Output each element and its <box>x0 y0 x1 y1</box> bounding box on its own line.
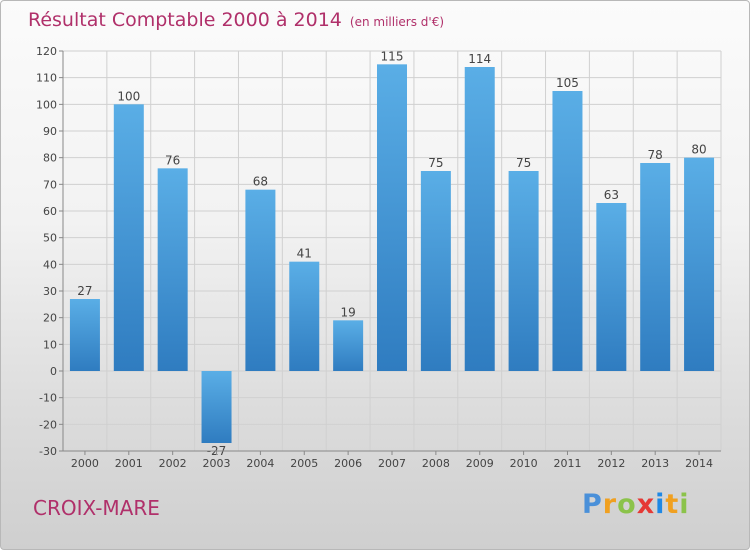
bar <box>684 157 715 371</box>
data-label: 41 <box>297 247 312 261</box>
x-tick-label: 2008 <box>422 457 450 470</box>
logo-letter: t <box>665 489 680 520</box>
data-label: 63 <box>604 188 619 202</box>
data-label: 27 <box>77 284 92 298</box>
y-tick-label: 110 <box>36 72 57 85</box>
y-tick-label: 80 <box>43 152 57 165</box>
y-tick-label: 40 <box>43 258 57 271</box>
chart-title: Résultat Comptable 2000 à 2014 (en millie… <box>28 9 444 31</box>
bar <box>69 299 100 371</box>
y-tick-label: 0 <box>50 365 57 378</box>
bar <box>464 67 495 371</box>
x-tick-label: 2001 <box>115 457 143 470</box>
chart-subtitle: (en milliers d'€) <box>349 15 445 29</box>
bar <box>508 171 539 371</box>
y-tick-label: 100 <box>36 98 57 111</box>
data-label: 75 <box>428 156 443 170</box>
y-tick-label: 30 <box>43 285 57 298</box>
data-label: 75 <box>516 156 531 170</box>
bar <box>201 371 232 443</box>
data-label: 80 <box>691 143 706 157</box>
logo-letter: i <box>679 489 690 520</box>
data-label: 78 <box>648 148 663 162</box>
data-label: 115 <box>381 49 404 63</box>
y-tick-label: 10 <box>43 338 57 351</box>
x-tick-label: 2005 <box>290 457 318 470</box>
x-tick-label: 2010 <box>510 457 538 470</box>
bar <box>157 168 188 371</box>
x-tick-label: 2004 <box>246 457 274 470</box>
y-tick-label: -10 <box>39 392 57 405</box>
y-tick-label: 50 <box>43 232 57 245</box>
data-label: 76 <box>165 153 180 167</box>
data-label: 100 <box>117 89 140 103</box>
data-label: 105 <box>556 76 579 90</box>
y-tick-label: -20 <box>39 418 57 431</box>
bar <box>333 320 364 371</box>
y-tick-label: 20 <box>43 312 57 325</box>
x-tick-label: 2012 <box>597 457 625 470</box>
logo-letter: o <box>617 489 637 520</box>
y-tick-label: 120 <box>36 45 57 58</box>
logo-letter: P <box>582 489 603 520</box>
x-tick-label: 2011 <box>553 457 581 470</box>
logo-letter: r <box>602 489 618 520</box>
x-tick-label: 2007 <box>378 457 406 470</box>
x-tick-label: 2014 <box>685 457 713 470</box>
bar <box>113 104 144 371</box>
bar <box>596 203 627 371</box>
bar <box>289 261 320 371</box>
bar <box>245 189 276 371</box>
x-tick-label: 2003 <box>203 457 231 470</box>
y-tick-label: 60 <box>43 205 57 218</box>
y-tick-label: -30 <box>39 445 57 458</box>
y-tick-label: 90 <box>43 125 57 138</box>
bar <box>420 171 451 371</box>
x-tick-label: 2006 <box>334 457 362 470</box>
data-label: 114 <box>468 52 491 66</box>
bar <box>552 91 583 371</box>
y-tick-label: 70 <box>43 178 57 191</box>
data-label: 19 <box>340 305 355 319</box>
chart-title-text: Résultat Comptable 2000 à 2014 <box>28 9 342 31</box>
proxiti-logo: Proxiti <box>582 489 690 520</box>
commune-name: CROIX-MARE <box>33 496 160 520</box>
axes: -30 -20 -10 0 10 20 30 40 50 60 70 80 90 100 110 120 200… <box>36 45 721 470</box>
logo-letter: x <box>636 489 656 520</box>
x-tick-label: 2002 <box>159 457 187 470</box>
x-tick-label: 2000 <box>71 457 99 470</box>
data-label: 68 <box>253 175 268 189</box>
bar <box>640 163 671 371</box>
x-tick-label: 2013 <box>641 457 669 470</box>
x-tick-label: 2009 <box>466 457 494 470</box>
logo-letter: i <box>655 489 666 520</box>
bar <box>377 64 407 372</box>
